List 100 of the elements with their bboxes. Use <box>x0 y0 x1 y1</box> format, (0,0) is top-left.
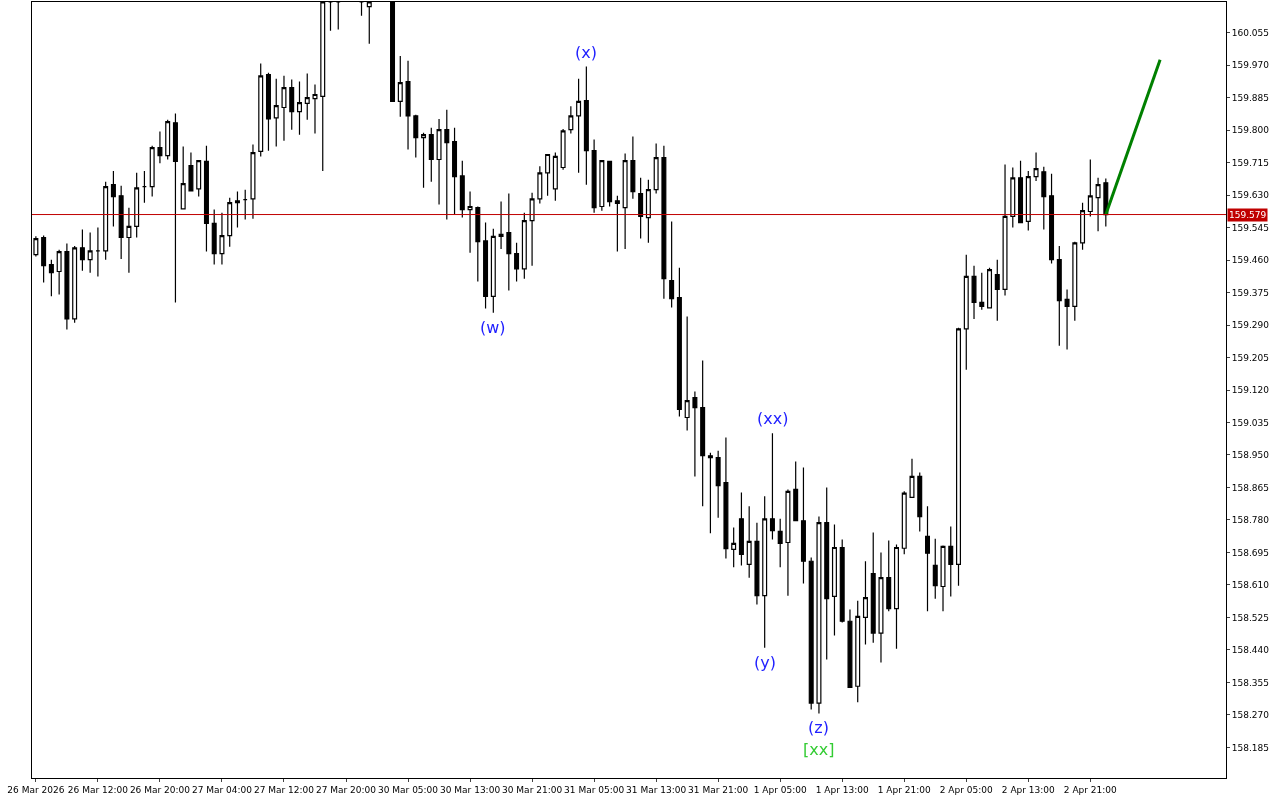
y-tick-label: 159.120 <box>1231 385 1270 396</box>
candlestick <box>95 226 101 278</box>
y-tick-label: 158.525 <box>1231 612 1270 623</box>
x-tick-label: 27 Mar 04:00 <box>191 784 253 795</box>
y-tick-label: 158.610 <box>1231 580 1270 591</box>
x-tick-label: 31 Mar 05:00 <box>564 784 625 795</box>
candlestick <box>1080 202 1086 251</box>
annotation: (y) <box>754 653 776 672</box>
candlestick <box>289 79 295 131</box>
candlestick <box>971 265 977 320</box>
candlestick <box>134 172 140 239</box>
candlestick <box>483 221 489 310</box>
candlestick <box>514 242 520 283</box>
candlestick <box>932 538 938 600</box>
candlestick <box>793 460 799 522</box>
candlestick <box>1010 166 1016 229</box>
candlestick <box>777 518 783 568</box>
candlestick <box>762 495 768 649</box>
y-tick-label: 158.950 <box>1231 450 1270 461</box>
candlestick <box>149 145 155 198</box>
x-tick-label: 1 Apr 21:00 <box>877 784 931 795</box>
x-tick-label: 1 Apr 13:00 <box>815 784 869 795</box>
candlestick <box>421 132 427 189</box>
candlestick <box>607 160 613 208</box>
candlestick <box>1064 288 1070 351</box>
candlestick <box>893 543 899 650</box>
annotation: (w) <box>480 318 506 337</box>
candlestick <box>816 515 822 714</box>
candlestick <box>118 185 124 260</box>
candlestick <box>700 359 706 507</box>
candlestick <box>622 152 628 250</box>
annotation: (z) <box>808 718 829 737</box>
y-tick-label: 158.780 <box>1231 515 1270 526</box>
annotation: (x) <box>575 43 597 62</box>
candlestick <box>281 75 287 142</box>
candlestick <box>839 538 845 624</box>
y-tick-label: 159.460 <box>1231 255 1270 266</box>
y-tick-label: 159.205 <box>1231 352 1270 363</box>
candlestick <box>684 316 690 432</box>
candlestick <box>831 523 837 637</box>
candlestick <box>591 139 597 214</box>
candlestick <box>196 160 202 198</box>
candlestick <box>296 80 302 136</box>
candlestick <box>444 109 450 221</box>
candlestick <box>878 551 884 664</box>
candlestick <box>568 105 574 135</box>
candlestick <box>1002 163 1008 297</box>
candlestick <box>498 200 504 250</box>
candlestick <box>312 83 318 135</box>
candlestick <box>917 471 923 533</box>
x-tick-label: 2 Apr 13:00 <box>1001 784 1056 795</box>
candlestick <box>48 259 54 297</box>
candlestick <box>723 436 729 560</box>
candlestick <box>901 490 907 555</box>
candlestick <box>1056 245 1062 347</box>
candlestick <box>614 195 620 253</box>
candlestick <box>707 452 713 534</box>
candlestick <box>545 153 551 197</box>
candlestick <box>64 242 70 331</box>
y-tick-label: 159.970 <box>1231 60 1270 71</box>
candlestick <box>250 143 256 220</box>
x-tick-label: 30 Mar 13:00 <box>440 784 501 795</box>
candlestick <box>506 192 512 292</box>
x-tick-label: 27 Mar 12:00 <box>253 784 315 795</box>
candlestick <box>87 231 93 274</box>
candlestick <box>537 165 543 205</box>
y-tick-label: 159.800 <box>1231 125 1270 136</box>
candlestick <box>630 135 636 200</box>
candlestick <box>304 72 310 121</box>
candlestick <box>800 467 806 585</box>
candlestick <box>653 142 659 195</box>
candlestick <box>956 327 962 587</box>
candlestick <box>552 152 558 202</box>
candlestick <box>979 272 985 311</box>
candlestick <box>1033 152 1039 182</box>
candlestick <box>397 55 403 118</box>
candlestick <box>165 119 171 161</box>
candlestick <box>110 170 116 227</box>
x-tick-label: 30 Mar 05:00 <box>377 784 439 795</box>
candlestick <box>529 192 535 267</box>
candlestick <box>436 118 442 206</box>
candlestick <box>234 191 240 229</box>
candlestick <box>141 170 147 204</box>
candlestick <box>227 197 233 248</box>
y-tick-label: 158.865 <box>1231 482 1270 493</box>
candlestick <box>1072 241 1078 322</box>
y-tick-label: 159.290 <box>1231 320 1270 331</box>
annotation: [xx] <box>803 740 835 759</box>
candlestick <box>428 127 434 183</box>
candlestick <box>583 66 589 186</box>
candlestick <box>909 458 915 499</box>
candlestick <box>265 72 271 152</box>
candlestick <box>413 114 419 159</box>
y-tick-label: 159.375 <box>1231 287 1270 298</box>
candlestick <box>963 254 969 371</box>
candlestick <box>103 181 109 261</box>
candlestick <box>1049 173 1055 265</box>
candlestick <box>754 522 760 606</box>
candlestick <box>576 78 582 174</box>
candlestick <box>452 127 458 216</box>
